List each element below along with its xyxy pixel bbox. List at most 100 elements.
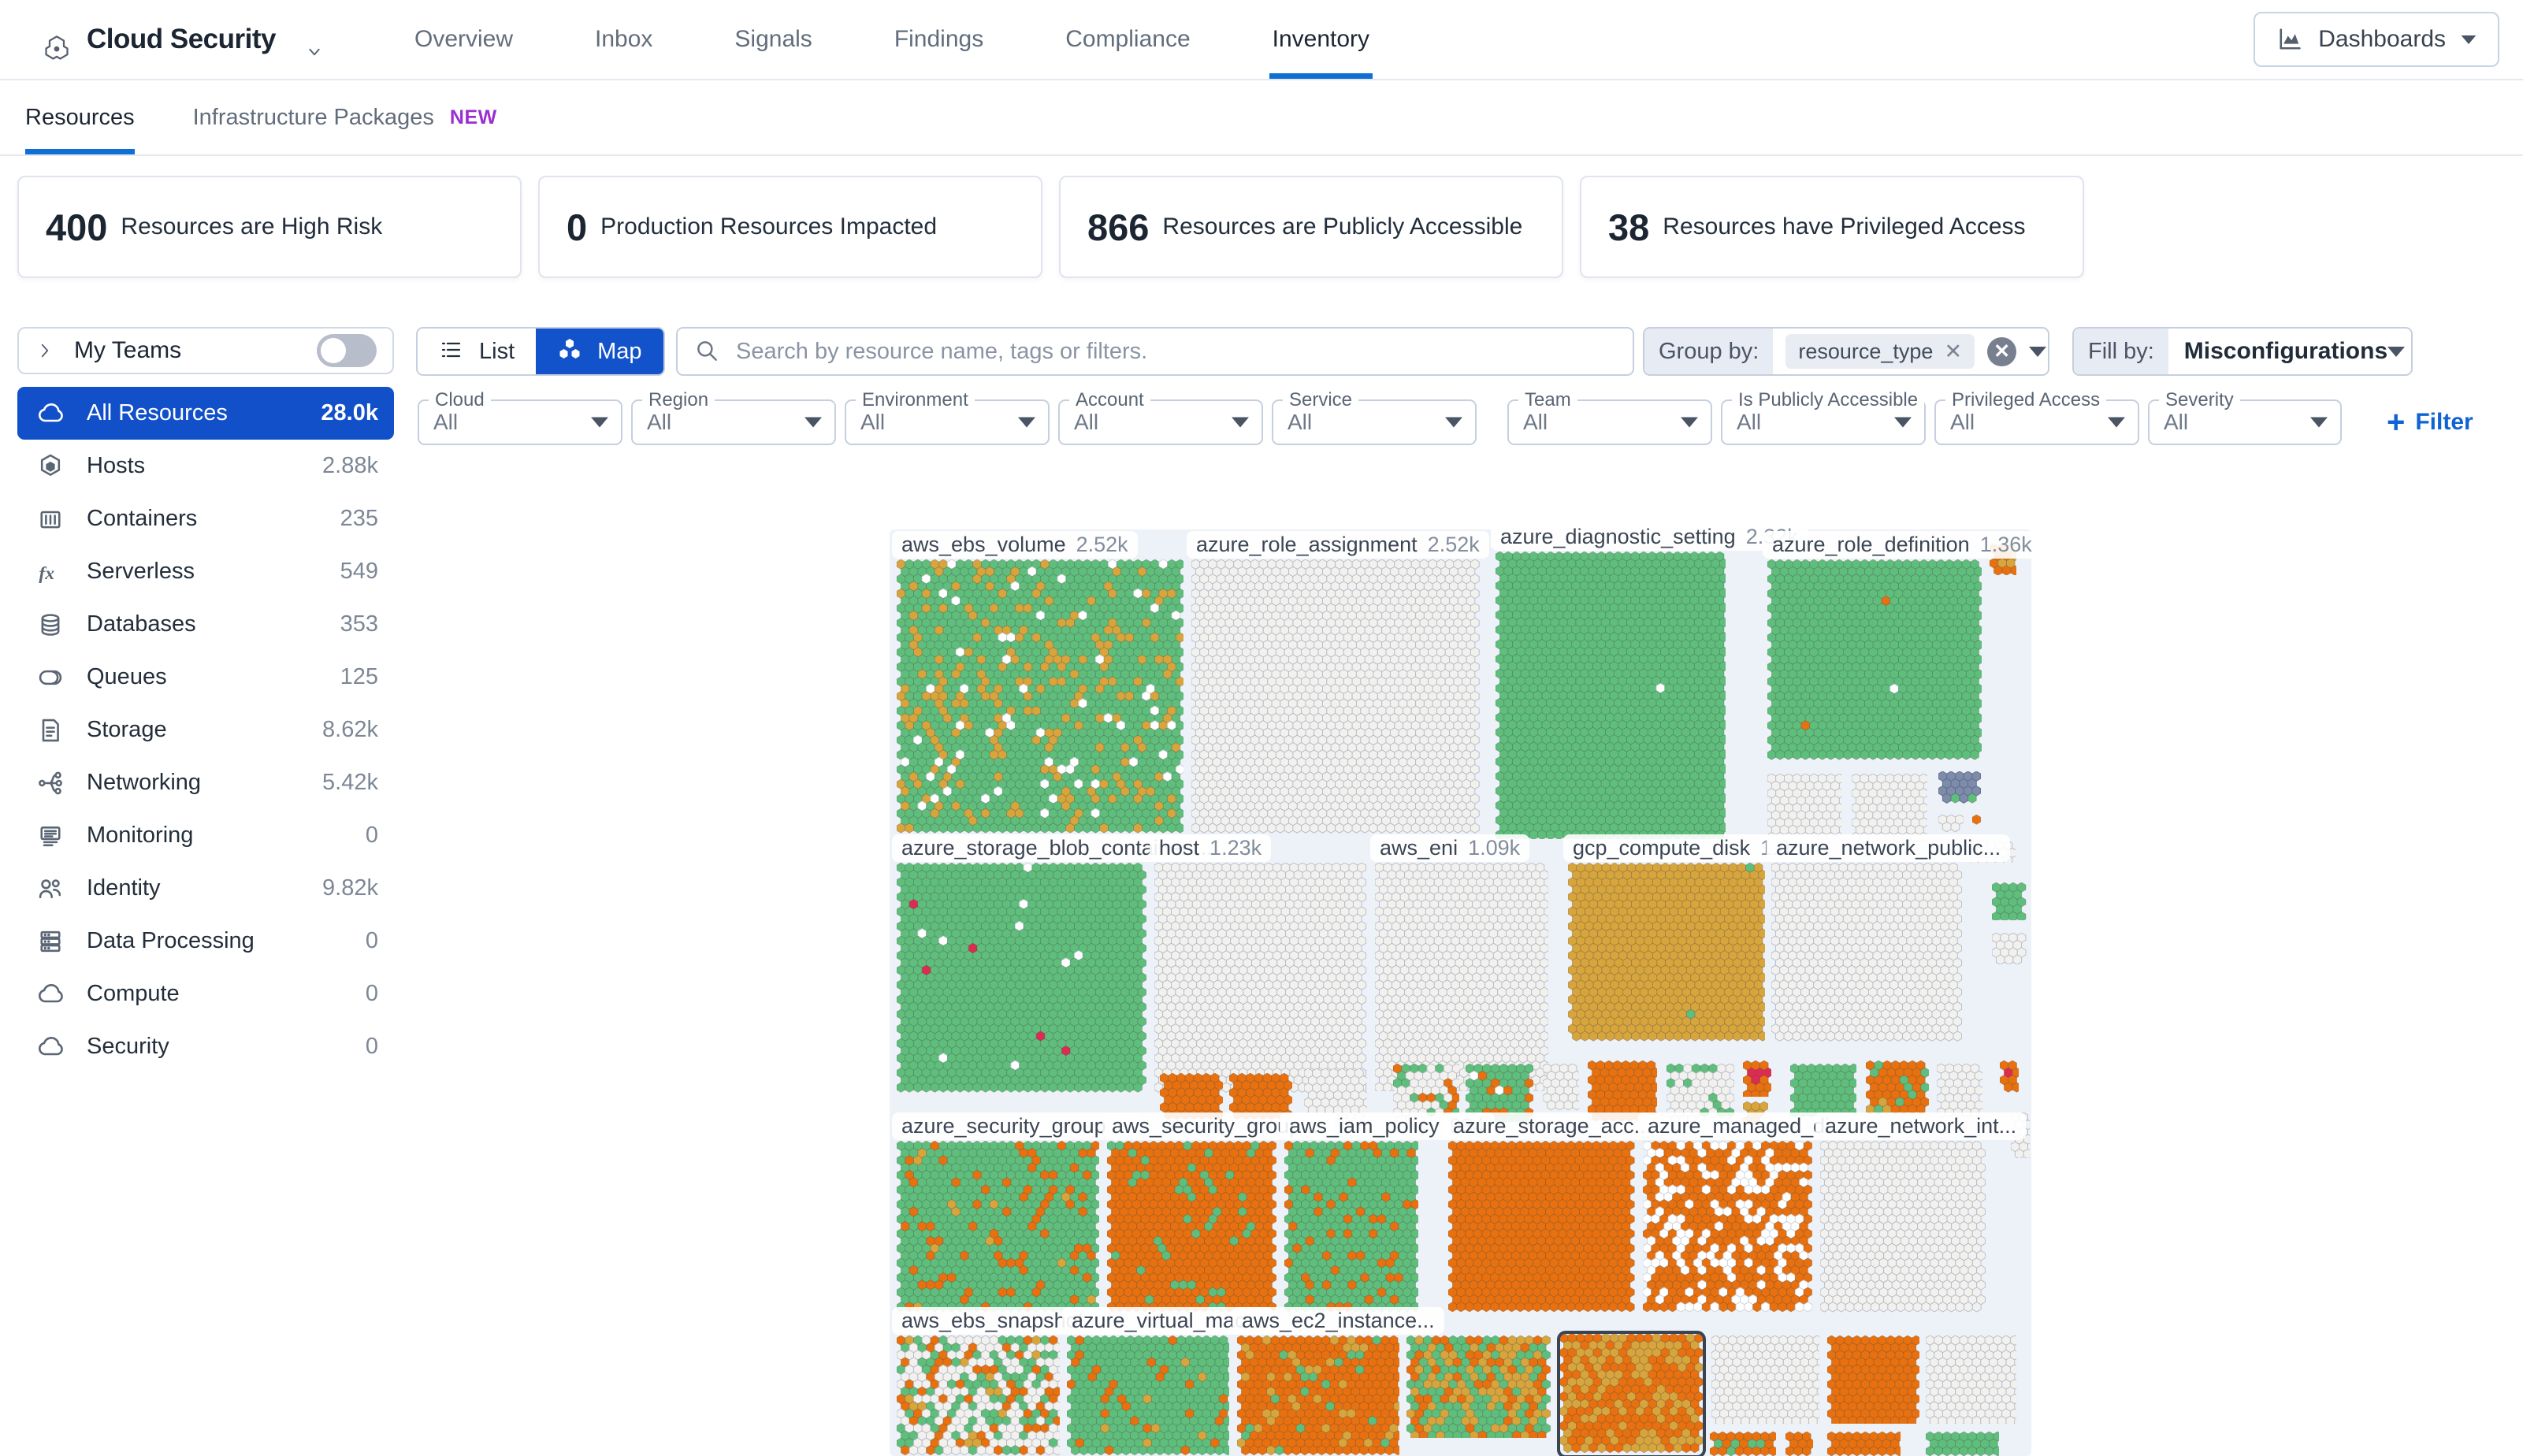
filter-is-publicly-accessible[interactable]: Is Publicly Accessible All xyxy=(1721,389,1926,445)
hex-tile[interactable] xyxy=(1767,774,1841,840)
hex-tile-aws_iam_policy[interactable] xyxy=(1284,1141,1418,1314)
hex-tile[interactable] xyxy=(1711,1335,1819,1424)
hex-tile[interactable] xyxy=(1304,1068,1367,1122)
hex-tile[interactable] xyxy=(1743,1060,1771,1097)
nav-tab-inventory[interactable]: Inventory xyxy=(1232,0,1410,79)
hex-tile-azure_diagnostic_setting[interactable] xyxy=(1496,552,1726,839)
product-logo[interactable]: Cloud Security xyxy=(43,24,325,60)
hex-tile[interactable] xyxy=(1972,815,1983,827)
hex-tile-azure_storage_blob_container[interactable] xyxy=(897,863,1146,1095)
hex-tile[interactable] xyxy=(1466,1064,1533,1122)
search-bar[interactable] xyxy=(676,327,1634,376)
sub-tab-infrastructure-packages[interactable]: Infrastructure Packages NEW xyxy=(193,80,497,154)
filter-account[interactable]: Account All xyxy=(1058,389,1263,445)
hex-tile[interactable] xyxy=(1937,1064,1982,1117)
sidebar-item-all-resources[interactable]: All Resources 28.0k xyxy=(17,387,394,440)
hex-tile[interactable] xyxy=(1992,882,2027,920)
sub-tab-resources[interactable]: Resources xyxy=(25,80,135,154)
hex-tile-azure_security_group[interactable] xyxy=(897,1141,1099,1314)
search-input[interactable] xyxy=(734,337,1617,366)
tile-value: 1.36k xyxy=(1979,533,2032,556)
group-by-control[interactable]: Group by: resource_type ✕ ✕ xyxy=(1643,327,2049,376)
fill-by-caret-icon[interactable] xyxy=(2387,346,2406,357)
filter-privileged-access[interactable]: Privileged Access All xyxy=(1934,389,2139,445)
group-by-chip[interactable]: resource_type ✕ xyxy=(1785,334,1975,369)
my-teams-toggle[interactable] xyxy=(317,334,377,367)
sidebar-item-networking[interactable]: Networking 5.42k xyxy=(17,756,394,809)
nav-tab-signals[interactable]: Signals xyxy=(734,26,812,52)
hex-tile[interactable] xyxy=(1827,1335,1919,1424)
chevron-right-icon[interactable] xyxy=(35,340,55,361)
resource-hex-map[interactable]: aws_ebs_volume 2.52k azure_role_assignment… xyxy=(890,523,2042,1456)
hex-tile-host[interactable] xyxy=(1154,863,1367,1095)
map-view-button[interactable]: Map xyxy=(536,329,663,374)
add-filter-button[interactable]: + Filter xyxy=(2387,405,2473,440)
hex-tile[interactable] xyxy=(1827,1432,1901,1456)
stat-card[interactable]: 0 Production Resources Impacted xyxy=(538,176,1042,278)
hex-tile-azure_network_int[interactable] xyxy=(1820,1141,1986,1314)
stat-card[interactable]: 866 Resources are Publicly Accessible xyxy=(1059,176,1563,278)
hex-tile[interactable] xyxy=(1543,1064,1579,1112)
hex-tile[interactable] xyxy=(1938,815,1964,834)
sidebar-item-containers[interactable]: Containers 235 xyxy=(17,492,394,545)
stat-card[interactable]: 38 Resources have Privileged Access xyxy=(1580,176,2084,278)
nav-tab-findings[interactable]: Findings xyxy=(894,26,984,52)
hex-tile-azure_storage_acc[interactable] xyxy=(1448,1141,1635,1314)
hex-tile[interactable] xyxy=(2000,1060,2019,1094)
list-view-button[interactable]: List xyxy=(418,329,536,374)
fill-by-control[interactable]: Fill by: Misconfigurations xyxy=(2072,327,2413,376)
hex-tile-azure_role_assignment[interactable] xyxy=(1191,559,1480,835)
tile-name: azure_network_public... xyxy=(1776,836,2001,860)
sidebar-item-security[interactable]: Security 0 xyxy=(17,1020,394,1073)
sidebar-item-storage[interactable]: Storage 8.62k xyxy=(17,704,394,756)
sidebar-item-data-processing[interactable]: Data Processing 0 xyxy=(17,915,394,968)
hex-tile[interactable] xyxy=(1926,1335,2016,1424)
sidebar-item-monitoring[interactable]: Monitoring 0 xyxy=(17,809,394,862)
stat-cards: 400 Resources are High Risk 0 Production Re… xyxy=(17,176,2084,278)
hex-tile[interactable] xyxy=(1393,1064,1459,1122)
hex-tile[interactable] xyxy=(1938,771,1981,806)
hex-tile-aws_ec2_instance[interactable] xyxy=(1237,1335,1399,1456)
hex-tile[interactable] xyxy=(1926,1432,1999,1456)
filter-region[interactable]: Region All xyxy=(631,389,836,445)
hex-tile[interactable] xyxy=(1785,1432,1813,1456)
hex-tile[interactable] xyxy=(1852,774,1927,843)
fill-by-body: Misconfigurations xyxy=(2168,329,2411,374)
hex-tile-gcp_compute_disk[interactable] xyxy=(1568,863,1765,1042)
hex-tile-azure_managed_di[interactable] xyxy=(1643,1141,1812,1314)
filter-environment[interactable]: Environment All xyxy=(845,389,1050,445)
sidebar-item-compute[interactable]: Compute 0 xyxy=(17,968,394,1020)
hex-tile-aws_ebs_snapshot[interactable] xyxy=(897,1335,1060,1456)
nav-tab-inbox[interactable]: Inbox xyxy=(595,26,653,52)
nav-tab-overview[interactable]: Overview xyxy=(414,26,514,52)
group-by-caret-icon[interactable] xyxy=(2029,346,2047,357)
hex-tile[interactable] xyxy=(1710,1432,1776,1456)
hex-tile-aws_ebs_volume[interactable] xyxy=(897,559,1183,835)
group-by-clear-icon[interactable]: ✕ xyxy=(1987,336,2017,366)
hex-tile-aws_eni[interactable] xyxy=(1375,863,1548,1091)
filter-cloud[interactable]: Cloud All xyxy=(418,389,622,445)
hex-tile-azure_role_definition[interactable] xyxy=(1767,559,1982,760)
sidebar-item-hosts[interactable]: Hosts 2.88k xyxy=(17,440,394,492)
sidebar-item-databases[interactable]: Databases 353 xyxy=(17,598,394,651)
hex-tile-azure_network_public[interactable] xyxy=(1771,863,1962,1042)
sidebar-item-serverless[interactable]: fx Serverless 549 xyxy=(17,545,394,598)
hex-tile-azure_virtual_mac[interactable] xyxy=(1067,1335,1229,1456)
hex-tile[interactable] xyxy=(1406,1335,1551,1438)
hex-tile[interactable] xyxy=(1866,1060,1929,1117)
product-chevron-down-icon[interactable] xyxy=(304,29,325,56)
filter-team[interactable]: Team All xyxy=(1507,389,1712,445)
filter-service[interactable]: Service All xyxy=(1272,389,1477,445)
sidebar-item-queues[interactable]: Queues 125 xyxy=(17,651,394,704)
filter-severity[interactable]: Severity All xyxy=(2148,389,2342,445)
hex-tile[interactable] xyxy=(1790,1064,1856,1117)
stat-card[interactable]: 400 Resources are High Risk xyxy=(17,176,522,278)
hex-tile[interactable] xyxy=(1557,1331,1706,1456)
my-teams-box[interactable]: My Teams xyxy=(17,327,394,374)
sidebar-item-identity[interactable]: Identity 9.82k xyxy=(17,862,394,915)
hex-tile-aws_security_group[interactable] xyxy=(1107,1141,1276,1314)
chip-remove-icon[interactable]: ✕ xyxy=(1944,339,1963,363)
hex-tile[interactable] xyxy=(1992,933,2027,964)
nav-tab-compliance[interactable]: Compliance xyxy=(1065,26,1191,52)
dashboards-button[interactable]: Dashboards xyxy=(2254,12,2499,67)
